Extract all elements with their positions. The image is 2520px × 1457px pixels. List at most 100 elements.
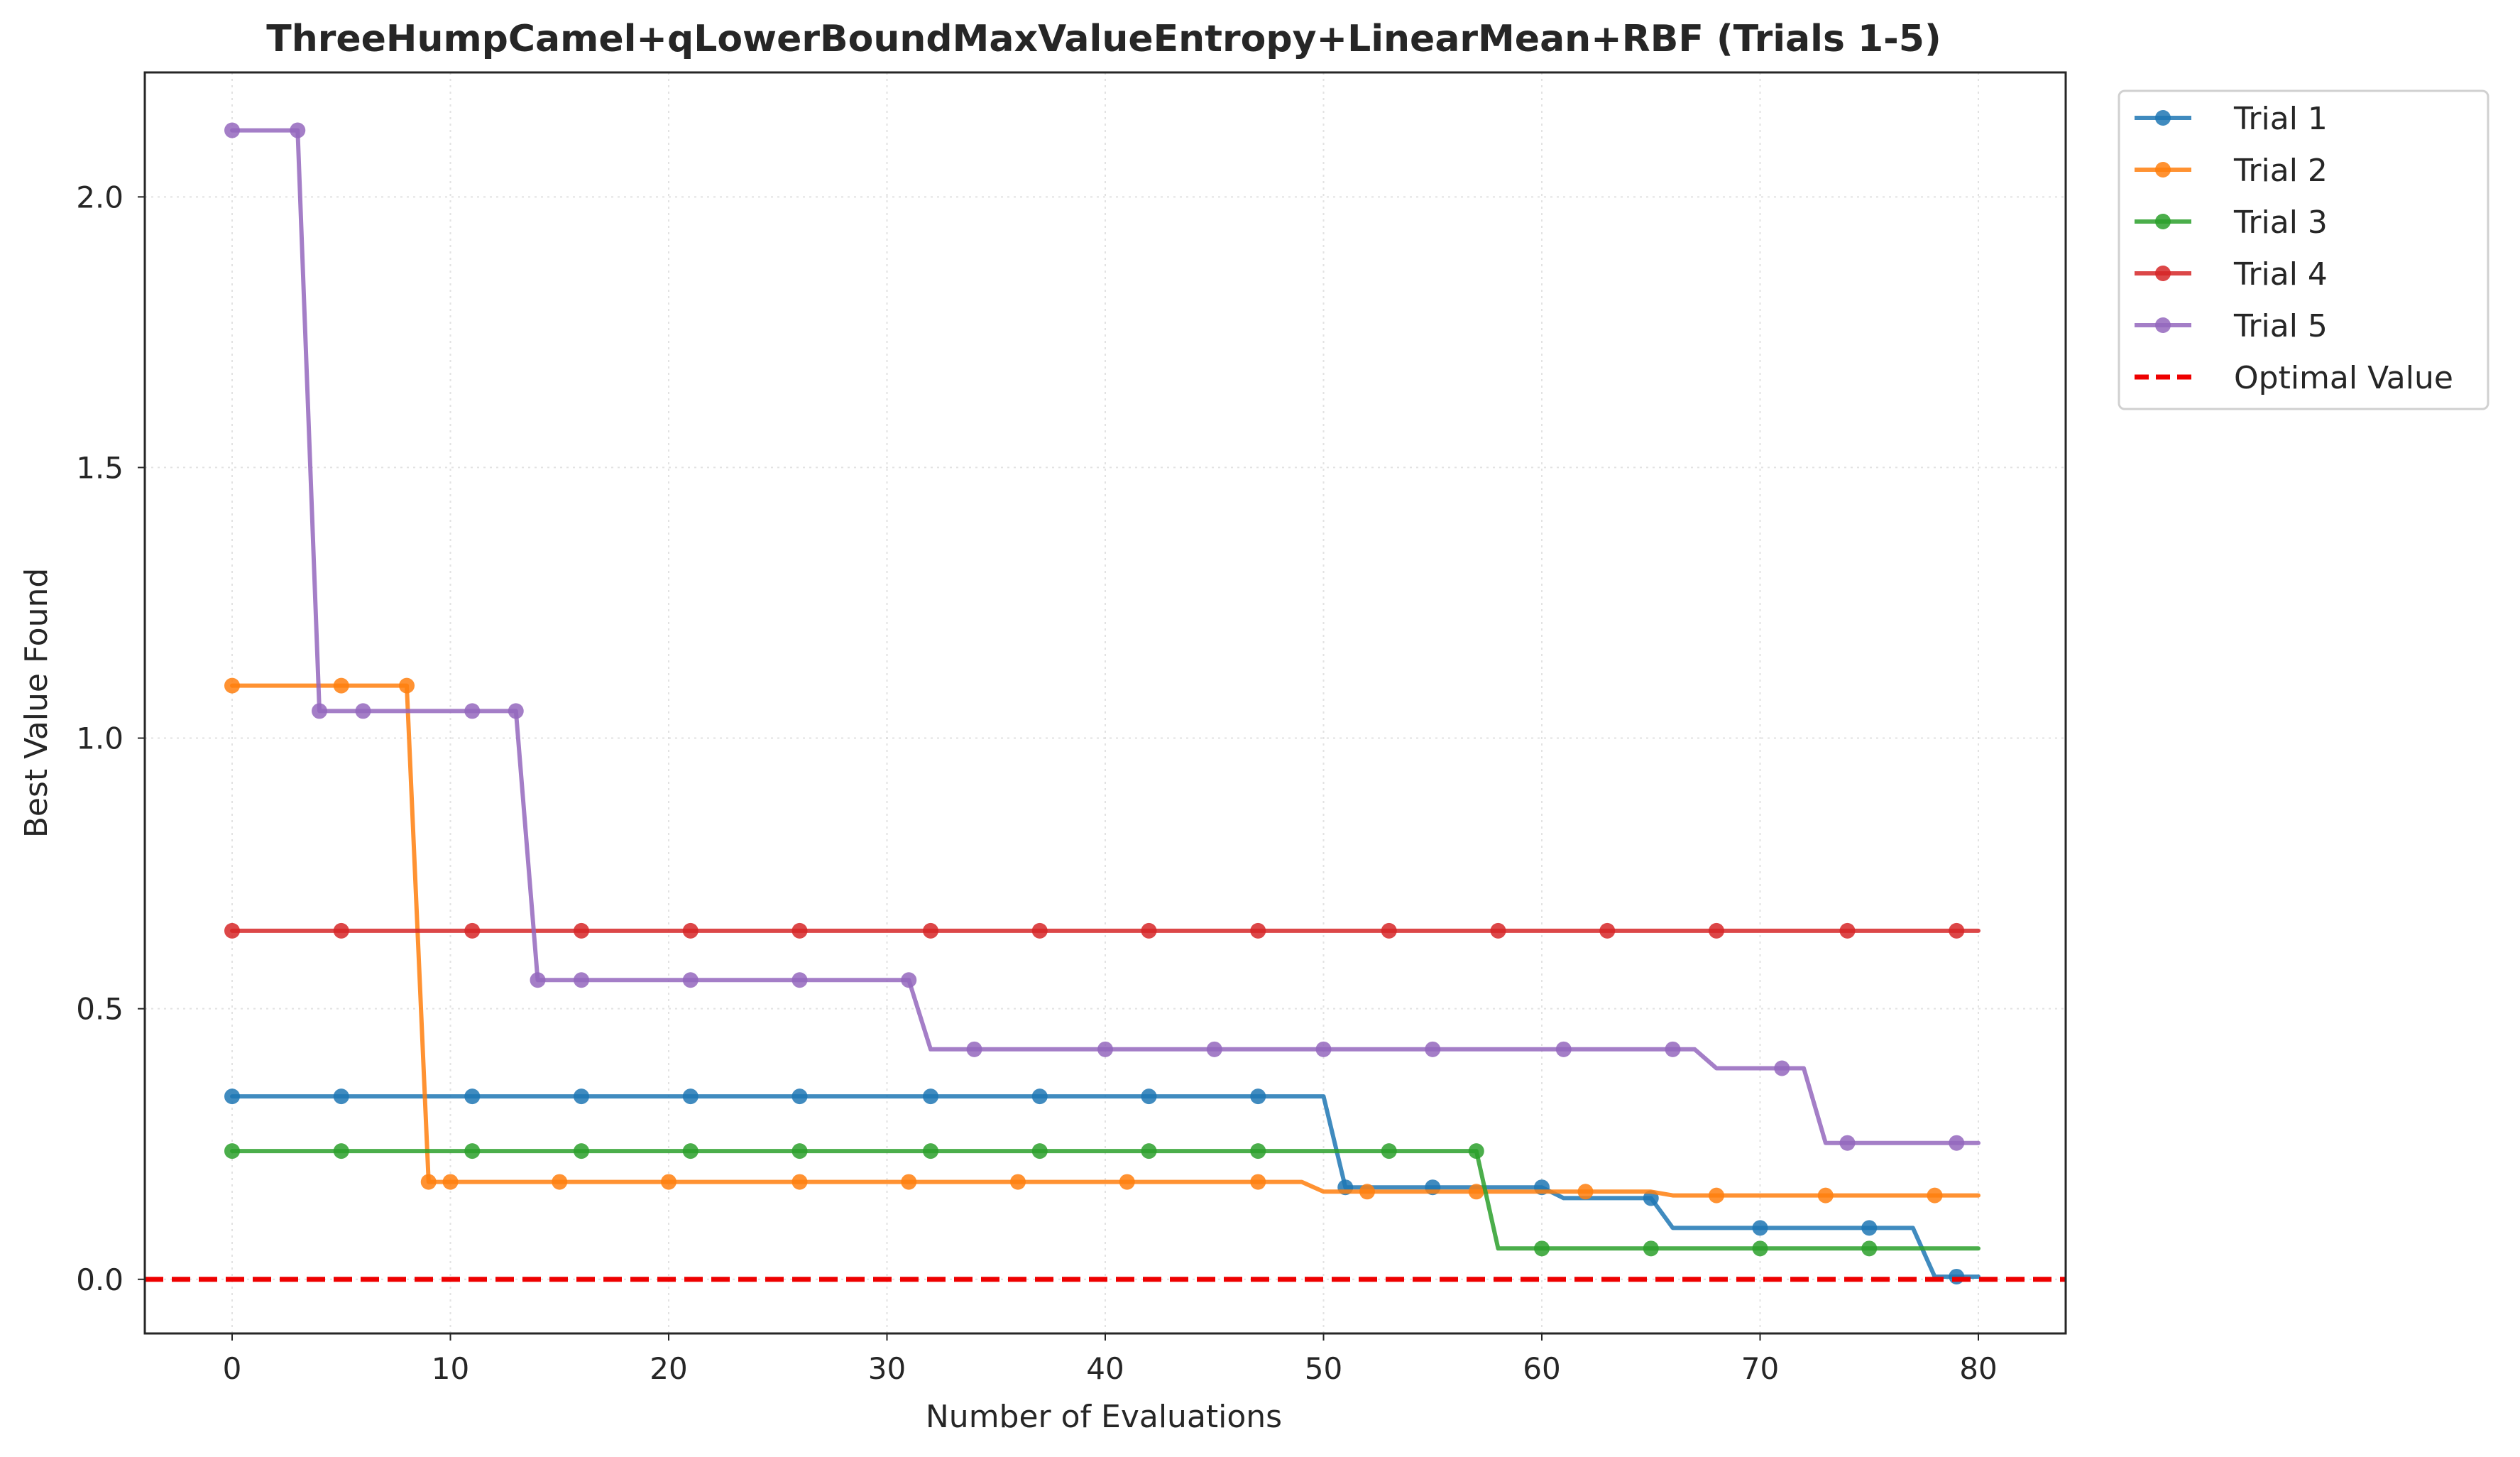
data-point-trial-3	[224, 1143, 240, 1159]
data-point-trial-2	[442, 1174, 459, 1190]
data-point-trial-2	[1250, 1174, 1266, 1190]
x-tick-label: 10	[432, 1351, 469, 1386]
axes-frame	[143, 71, 2067, 1335]
data-point-trial-4	[1250, 922, 1266, 939]
data-point-trial-2	[333, 677, 349, 694]
data-point-trial-5	[508, 703, 524, 719]
data-point-trial-4	[1839, 922, 1856, 939]
data-point-trial-5	[966, 1041, 982, 1057]
data-point-trial-4	[574, 922, 589, 939]
data-point-trial-5	[791, 972, 808, 988]
x-tick-label: 70	[1741, 1351, 1779, 1386]
series-line-trial-2	[230, 683, 1981, 1198]
data-point-trial-3	[682, 1143, 699, 1159]
data-point-trial-1	[333, 1088, 349, 1105]
legend-swatch-marker	[2155, 162, 2171, 178]
y-tick-label: 1.5	[76, 450, 124, 485]
data-point-trial-4	[1141, 922, 1157, 939]
data-point-trial-5	[1206, 1041, 1222, 1057]
data-point-trial-1	[574, 1088, 589, 1105]
data-point-trial-3	[923, 1143, 938, 1159]
y-tick-label: 2.0	[76, 180, 124, 214]
data-point-trial-1	[1752, 1220, 1768, 1236]
x-axis-label: Number of Evaluations	[926, 1399, 1282, 1435]
series-line-trial-1	[230, 1094, 1981, 1279]
data-point-trial-2	[1709, 1187, 1724, 1204]
legend-box	[2118, 89, 2489, 410]
data-point-trial-5	[1839, 1135, 1856, 1151]
legend-label: Trial 5	[2233, 308, 2328, 344]
data-point-trial-1	[682, 1088, 699, 1105]
data-point-trial-2	[399, 677, 415, 694]
data-point-trial-4	[1031, 922, 1048, 939]
data-point-trial-3	[1643, 1240, 1659, 1257]
legend: Trial 1 Trial 2 Trial 3 Trial 4 Trial 5 Optim…	[2118, 89, 2489, 410]
data-point-trial-5	[1555, 1041, 1572, 1057]
data-point-trial-2	[1010, 1174, 1026, 1190]
legend-swatch-marker	[2155, 317, 2171, 333]
data-point-trial-2	[1817, 1187, 1834, 1204]
data-point-trial-5	[355, 703, 371, 719]
chart-title: ThreeHumpCamel+qLowerBoundMaxValueEntrop…	[266, 18, 1941, 60]
data-point-trial-2	[552, 1174, 568, 1190]
data-point-trial-4	[1381, 922, 1397, 939]
data-point-trial-1	[1250, 1088, 1266, 1105]
data-point-trial-5	[530, 972, 546, 988]
y-axis-label: Best Value Found	[18, 568, 55, 839]
data-point-trial-2	[791, 1174, 808, 1190]
x-tick-label: 80	[1959, 1351, 1997, 1386]
data-point-trial-4	[923, 922, 938, 939]
data-point-trial-4	[1949, 922, 1965, 939]
series-line-trial-3	[230, 1149, 1981, 1251]
series-line-trial-5	[230, 128, 1981, 1145]
x-tick-label: 60	[1523, 1351, 1560, 1386]
plot-area: 0 10 20 30 40 50 60 70 80 0.0 0.5 1.0 1.5 2.0	[76, 71, 2067, 1386]
data-point-trial-5	[682, 972, 699, 988]
data-point-trial-3	[1141, 1143, 1157, 1159]
data-point-trial-1	[1861, 1220, 1878, 1236]
x-tick-label: 50	[1305, 1351, 1342, 1386]
data-point-trial-4	[333, 922, 349, 939]
data-point-trial-2	[1927, 1187, 1943, 1204]
x-tick-label: 20	[650, 1351, 687, 1386]
data-point-trial-5	[224, 122, 240, 138]
legend-label: Trial 4	[2233, 256, 2328, 293]
data-point-trial-4	[682, 922, 699, 939]
data-point-trial-5	[1774, 1060, 1790, 1076]
legend-swatch-marker	[2155, 214, 2171, 229]
data-point-trial-3	[333, 1143, 349, 1159]
data-point-trial-2	[1359, 1184, 1375, 1200]
data-point-trial-3	[1468, 1143, 1484, 1159]
data-point-trial-4	[1599, 922, 1616, 939]
legend-label: Trial 1	[2233, 101, 2328, 137]
data-point-trial-3	[1031, 1143, 1048, 1159]
legend-swatch-marker	[2155, 110, 2171, 126]
data-point-trial-1	[1031, 1088, 1048, 1105]
data-point-trial-2	[661, 1174, 676, 1190]
data-point-trial-1	[1141, 1088, 1157, 1105]
data-point-trial-5	[574, 972, 589, 988]
data-point-trial-2	[1468, 1184, 1484, 1200]
data-point-trial-1	[791, 1088, 808, 1105]
x-tick-label: 30	[868, 1351, 906, 1386]
data-point-trial-3	[1861, 1240, 1878, 1257]
data-point-trial-1	[923, 1088, 938, 1105]
y-tick-label: 0.0	[76, 1262, 124, 1297]
data-point-trial-5	[1097, 1041, 1113, 1057]
data-point-trial-5	[464, 703, 481, 719]
legend-label: Trial 3	[2233, 204, 2328, 241]
data-point-trial-4	[1490, 922, 1506, 939]
legend-label: Trial 2	[2233, 153, 2328, 189]
data-point-trial-2	[1119, 1174, 1135, 1190]
y-tick-label: 1.0	[76, 721, 124, 756]
data-point-trial-4	[791, 922, 808, 939]
data-point-trial-3	[464, 1143, 481, 1159]
data-point-trial-3	[1381, 1143, 1397, 1159]
data-point-trial-2	[420, 1174, 437, 1190]
x-tick-label: 0	[223, 1351, 242, 1386]
data-point-trial-3	[1534, 1240, 1550, 1257]
data-point-trial-4	[464, 922, 481, 939]
data-point-trial-3	[1752, 1240, 1768, 1257]
data-point-trial-5	[312, 703, 327, 719]
